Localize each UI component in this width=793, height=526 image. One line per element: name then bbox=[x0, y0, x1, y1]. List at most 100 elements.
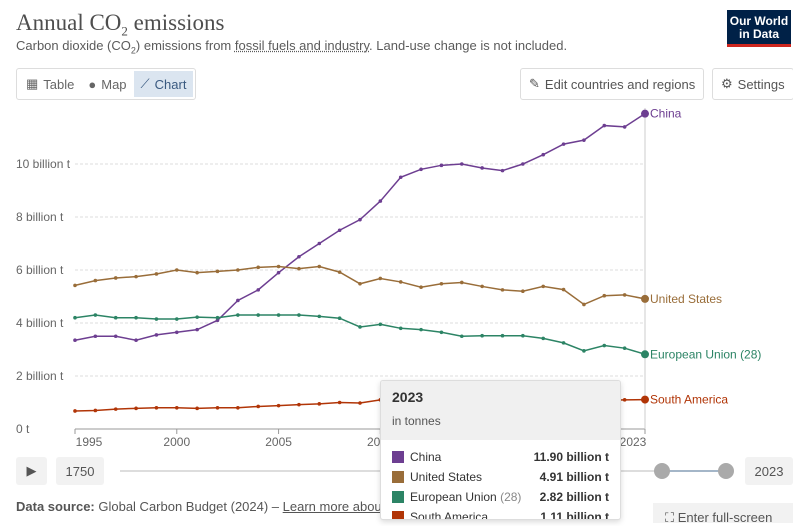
data-point bbox=[459, 280, 464, 285]
data-point bbox=[317, 264, 322, 269]
data-point bbox=[582, 138, 586, 142]
data-point bbox=[93, 278, 98, 283]
tab-table[interactable]: ▦ Table bbox=[26, 76, 75, 92]
x-tick-label: 1995 bbox=[76, 435, 103, 449]
data-point bbox=[541, 284, 546, 289]
data-point bbox=[134, 274, 138, 279]
data-point bbox=[480, 284, 484, 289]
tab-chart[interactable]: ⟋ Chart bbox=[133, 71, 194, 97]
data-point bbox=[276, 264, 281, 269]
timeline-range bbox=[662, 470, 726, 472]
tooltip-row: South America 1.11 billion t bbox=[381, 507, 620, 520]
chart-subtitle: Carbon dioxide (CO2) emissions from foss… bbox=[16, 38, 568, 56]
y-tick-label: 0 t bbox=[16, 422, 30, 436]
data-point bbox=[582, 302, 586, 307]
tooltip-year: 2023 bbox=[392, 389, 424, 405]
learn-more-link[interactable]: Learn more about t bbox=[282, 499, 393, 514]
tooltip-series-name: South America bbox=[410, 510, 489, 520]
data-point bbox=[358, 325, 362, 329]
tooltip-row: European Union (28) 2.82 billion t bbox=[381, 487, 620, 507]
y-tick-label: 6 billion t bbox=[16, 263, 64, 277]
data-point bbox=[541, 152, 546, 157]
data-point bbox=[378, 322, 383, 327]
data-point bbox=[215, 318, 220, 323]
timeline-end-handle[interactable] bbox=[718, 463, 734, 479]
data-point bbox=[358, 217, 362, 222]
data-point bbox=[134, 315, 138, 320]
data-point bbox=[236, 268, 240, 272]
data-point bbox=[500, 333, 505, 338]
owid-logo[interactable]: Our World in Data bbox=[727, 10, 791, 47]
data-point bbox=[236, 298, 240, 303]
play-button[interactable]: ▶ bbox=[16, 457, 47, 485]
tooltip-row: China 11.90 billion t bbox=[381, 447, 620, 467]
data-point bbox=[154, 272, 159, 276]
play-icon: ▶ bbox=[26, 463, 37, 478]
globe-icon: ● bbox=[88, 76, 97, 92]
series-label[interactable]: European Union (28) bbox=[650, 347, 761, 361]
data-point bbox=[459, 334, 464, 339]
data-point bbox=[256, 313, 261, 317]
line-chart-icon: ⟋ bbox=[140, 76, 150, 91]
series-label[interactable]: China bbox=[650, 107, 682, 121]
timeline-end-year[interactable]: 2023 bbox=[745, 457, 793, 485]
data-point bbox=[582, 349, 586, 353]
data-point bbox=[215, 406, 220, 410]
data-point bbox=[641, 395, 649, 404]
legend-swatch bbox=[392, 451, 404, 463]
data-point bbox=[602, 123, 607, 128]
data-point bbox=[134, 338, 138, 343]
data-point bbox=[256, 288, 261, 292]
data-point bbox=[276, 403, 281, 408]
data-point bbox=[622, 398, 627, 402]
y-tick-label: 10 billion t bbox=[16, 157, 71, 171]
data-point bbox=[337, 228, 342, 233]
data-point bbox=[73, 338, 77, 343]
tooltip-value: 11.90 billion t bbox=[533, 450, 609, 464]
pencil-icon: ✎ bbox=[529, 76, 540, 91]
fullscreen-button[interactable]: ⛶ Enter full-screen bbox=[653, 503, 793, 525]
data-point bbox=[195, 315, 199, 319]
fossil-fuels-link[interactable]: fossil fuels and industry bbox=[234, 38, 370, 53]
data-point bbox=[337, 270, 342, 274]
data-point bbox=[641, 294, 649, 303]
data-point bbox=[174, 268, 179, 272]
data-point bbox=[93, 313, 98, 317]
edit-countries-button[interactable]: ✎ Edit countries and regions bbox=[520, 68, 705, 100]
timeline-start-year[interactable]: 1750 bbox=[56, 457, 104, 485]
data-point bbox=[337, 316, 342, 321]
data-point bbox=[602, 343, 607, 348]
series-label[interactable]: United States bbox=[650, 292, 722, 306]
series-label[interactable]: South America bbox=[650, 393, 728, 407]
data-point bbox=[215, 269, 220, 274]
data-point bbox=[154, 333, 159, 337]
data-point bbox=[439, 163, 444, 168]
timeline-start-handle[interactable] bbox=[654, 463, 670, 479]
data-point bbox=[93, 334, 98, 339]
tooltip-value: 1.11 billion t bbox=[540, 510, 609, 520]
data-point bbox=[541, 336, 546, 341]
data-point bbox=[561, 287, 566, 292]
data-point bbox=[256, 265, 261, 270]
line-chart: 0 t 2 billion t 4 billion t 6 billion t 8 bi… bbox=[16, 107, 761, 449]
data-point bbox=[521, 162, 525, 166]
legend-swatch bbox=[392, 491, 404, 503]
data-point bbox=[256, 404, 261, 409]
data-point bbox=[439, 281, 444, 286]
data-point bbox=[154, 406, 159, 410]
data-point bbox=[174, 317, 179, 321]
tab-map[interactable]: ● Map bbox=[88, 76, 127, 92]
data-point bbox=[622, 346, 627, 350]
tooltip-row: United States 4.91 billion t bbox=[381, 467, 620, 487]
series-line-china[interactable] bbox=[74, 113, 646, 341]
data-point bbox=[73, 315, 77, 320]
settings-button[interactable]: ⚙ Settings bbox=[712, 68, 793, 100]
data-point bbox=[113, 407, 118, 411]
table-icon: ▦ bbox=[26, 76, 39, 91]
data-point bbox=[561, 341, 566, 345]
data-point bbox=[480, 333, 484, 338]
data-point bbox=[174, 406, 179, 410]
x-tick-label: 2000 bbox=[163, 435, 190, 449]
data-point bbox=[317, 402, 322, 406]
data-point bbox=[439, 330, 444, 335]
